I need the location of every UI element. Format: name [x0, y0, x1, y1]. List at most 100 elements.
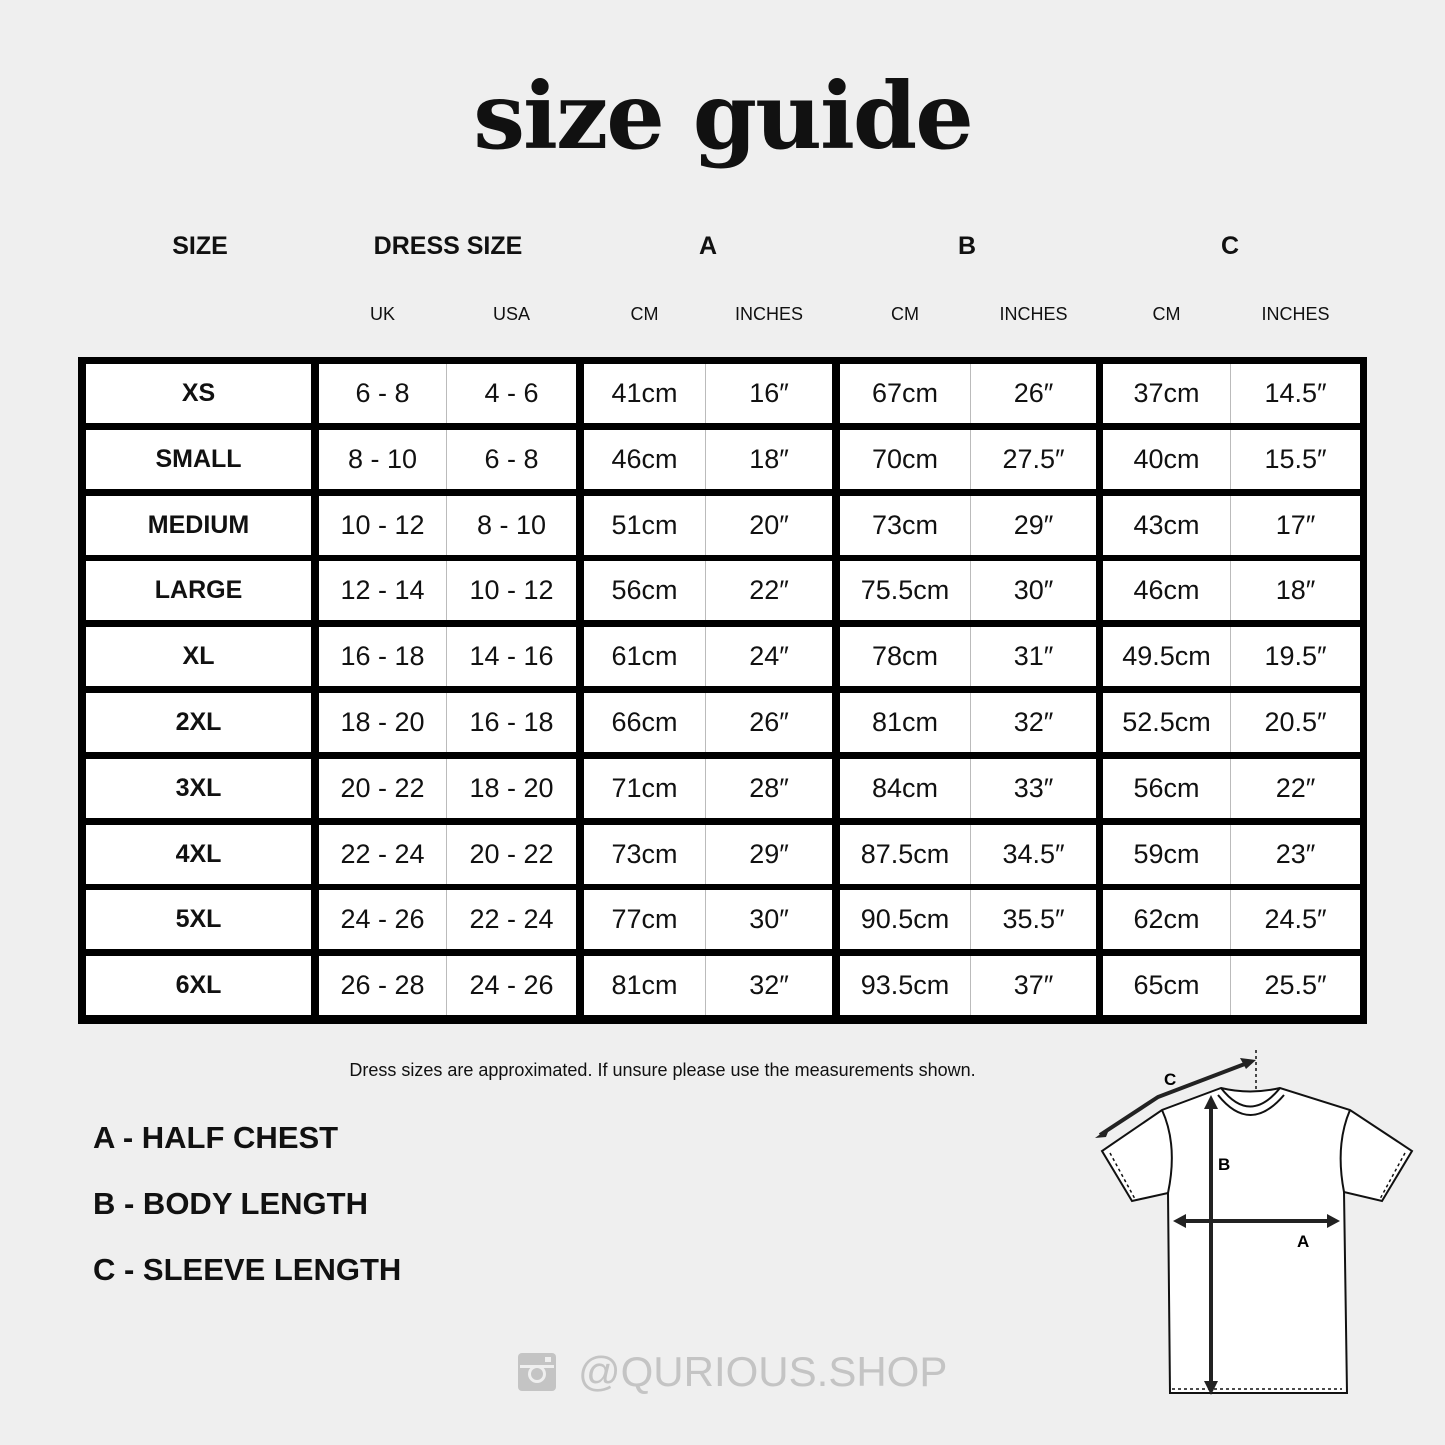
cell-c-cm: 59cm — [1103, 824, 1230, 884]
cell-b-inches: 37″ — [971, 956, 1096, 1016]
cell-a-inches: 22″ — [706, 561, 832, 621]
cell-divider — [970, 627, 971, 687]
cell-size: 6XL — [86, 956, 311, 1016]
cell-b-cm: 90.5cm — [840, 890, 970, 950]
cell-usa: 22 - 24 — [447, 890, 576, 950]
cell-c-inches: 17″ — [1231, 495, 1360, 555]
cell-b-cm: 78cm — [840, 627, 970, 687]
cell-c-inches: 19.5″ — [1231, 627, 1360, 687]
header-c: C — [1220, 232, 1240, 260]
cell-divider — [970, 824, 971, 884]
cell-a-inches: 26″ — [706, 693, 832, 752]
cell-uk: 22 - 24 — [319, 824, 446, 884]
instagram-icon — [518, 1353, 556, 1391]
cell-b-inches: 35.5″ — [971, 890, 1096, 950]
subheader-uk: UK — [369, 304, 395, 324]
cell-divider — [970, 890, 971, 950]
cell-b-inches: 26″ — [971, 364, 1096, 423]
cell-a-inches: 16″ — [706, 364, 832, 423]
cell-b-cm: 67cm — [840, 364, 970, 423]
cell-divider — [446, 429, 447, 489]
cell-divider — [705, 627, 706, 687]
cell-c-cm: 37cm — [1103, 364, 1230, 423]
cell-divider — [705, 890, 706, 950]
legend-c: C - SLEEVE LENGTH — [93, 1252, 402, 1287]
cell-uk: 10 - 12 — [319, 495, 446, 555]
cell-divider — [705, 429, 706, 489]
subheader-c-inches: INCHES — [1261, 304, 1330, 324]
cell-usa: 24 - 26 — [447, 956, 576, 1016]
cell-a-cm: 61cm — [584, 627, 705, 687]
cell-a-cm: 73cm — [584, 824, 705, 884]
cell-a-inches: 24″ — [706, 627, 832, 687]
subheader-c-cm: CM — [1152, 304, 1181, 324]
subheader-a-cm: CM — [630, 304, 659, 324]
header-dress-size: DRESS SIZE — [373, 232, 523, 260]
subheader-b-inches: INCHES — [999, 304, 1068, 324]
cell-uk: 12 - 14 — [319, 561, 446, 621]
cell-divider — [970, 758, 971, 818]
cell-b-cm: 75.5cm — [840, 561, 970, 621]
cell-size: 3XL — [86, 758, 311, 818]
cell-divider — [1230, 627, 1231, 687]
cell-a-cm: 66cm — [584, 693, 705, 752]
cell-b-inches: 29″ — [971, 495, 1096, 555]
cell-uk: 8 - 10 — [319, 429, 446, 489]
cell-a-inches: 30″ — [706, 890, 832, 950]
header-a: A — [698, 232, 718, 260]
cell-c-inches: 22″ — [1231, 758, 1360, 818]
subheader-a-inches: INCHES — [734, 304, 803, 324]
cell-divider — [446, 693, 447, 752]
cell-c-inches: 14.5″ — [1231, 364, 1360, 423]
cell-size: SMALL — [86, 429, 311, 489]
cell-a-inches: 20″ — [706, 495, 832, 555]
cell-b-cm: 87.5cm — [840, 824, 970, 884]
cell-size: XS — [86, 364, 311, 423]
cell-usa: 4 - 6 — [447, 364, 576, 423]
subheader-b-cm: CM — [891, 304, 919, 324]
diagram-label-a: A — [1297, 1232, 1309, 1251]
cell-b-inches: 31″ — [971, 627, 1096, 687]
cell-usa: 20 - 22 — [447, 824, 576, 884]
cell-uk: 24 - 26 — [319, 890, 446, 950]
cell-b-cm: 81cm — [840, 693, 970, 752]
cell-divider — [1230, 495, 1231, 555]
page-title: size guide — [473, 62, 974, 170]
cell-usa: 18 - 20 — [447, 758, 576, 818]
cell-divider — [970, 364, 971, 423]
cell-c-inches: 15.5″ — [1231, 429, 1360, 489]
cell-usa: 16 - 18 — [447, 693, 576, 752]
cell-divider — [705, 495, 706, 555]
cell-divider — [705, 824, 706, 884]
cell-c-cm: 46cm — [1103, 561, 1230, 621]
instagram-handle[interactable]: @QURIOUS.SHOP — [578, 1348, 948, 1395]
cell-divider — [970, 956, 971, 1016]
cell-divider — [446, 364, 447, 423]
cell-b-inches: 30″ — [971, 561, 1096, 621]
cell-uk: 16 - 18 — [319, 627, 446, 687]
cell-size: 5XL — [86, 890, 311, 950]
cell-divider — [446, 956, 447, 1016]
cell-size: 2XL — [86, 693, 311, 752]
cell-c-inches: 20.5″ — [1231, 693, 1360, 752]
cell-divider — [970, 495, 971, 555]
tshirt-diagram: C B A — [1095, 1050, 1414, 1395]
cell-divider — [705, 956, 706, 1016]
diagram-label-c: C — [1164, 1070, 1176, 1089]
cell-usa: 10 - 12 — [447, 561, 576, 621]
cell-a-cm: 51cm — [584, 495, 705, 555]
cell-divider — [446, 627, 447, 687]
legend-b: B - BODY LENGTH — [93, 1186, 368, 1221]
cell-size: LARGE — [86, 561, 311, 621]
cell-c-cm: 52.5cm — [1103, 693, 1230, 752]
cell-divider — [705, 693, 706, 752]
cell-uk: 18 - 20 — [319, 693, 446, 752]
cell-uk: 6 - 8 — [319, 364, 446, 423]
cell-a-inches: 32″ — [706, 956, 832, 1016]
cell-divider — [1230, 364, 1231, 423]
cell-size: XL — [86, 627, 311, 687]
cell-divider — [446, 824, 447, 884]
cell-a-cm: 77cm — [584, 890, 705, 950]
diagram-label-b: B — [1218, 1155, 1230, 1174]
